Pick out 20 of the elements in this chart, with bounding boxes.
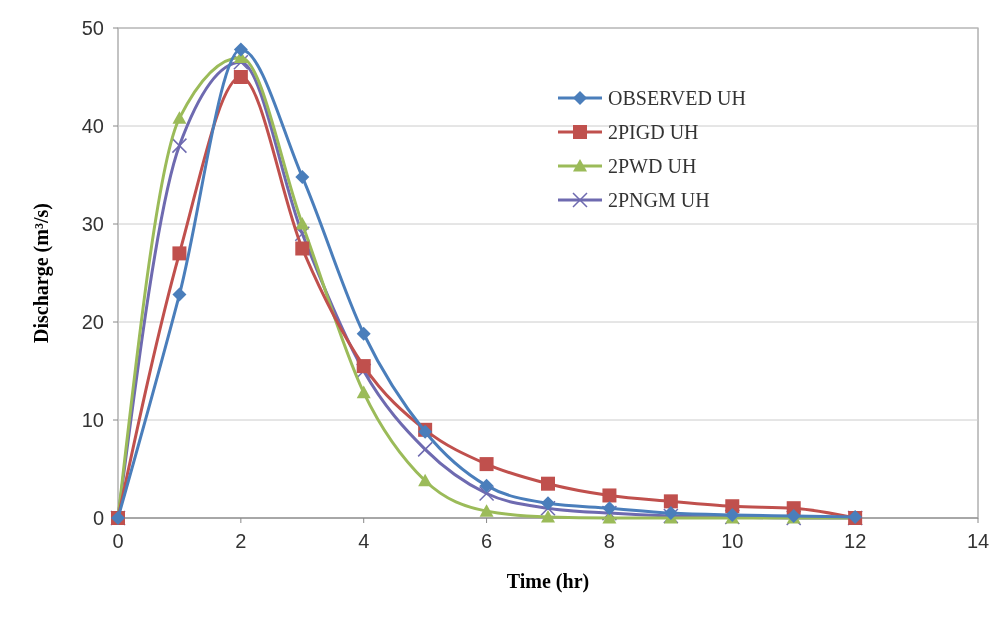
legend-label: 2PNGM UH — [608, 189, 710, 211]
legend-label: OBSERVED UH — [608, 87, 746, 109]
x-tick-label: 12 — [844, 530, 867, 552]
y-tick-label: 30 — [81, 213, 104, 235]
y-axis-title: Discharge (m³/s) — [30, 203, 53, 343]
x-axis-title: Time (hr) — [506, 570, 590, 593]
x-tick-label: 10 — [721, 530, 744, 552]
y-tick-label: 50 — [81, 17, 104, 39]
y-tick-label: 10 — [81, 409, 104, 431]
y-tick-label: 40 — [81, 115, 104, 137]
x-tick-label: 14 — [966, 530, 990, 552]
x-tick-label: 6 — [481, 530, 493, 552]
x-tick-label: 2 — [235, 530, 247, 552]
legend-label: 2PWD UH — [608, 155, 697, 177]
y-tick-label: 20 — [81, 311, 104, 333]
legend-label: 2PIGD UH — [608, 121, 699, 143]
x-tick-label: 8 — [603, 530, 615, 552]
y-tick-label: 0 — [92, 507, 104, 529]
x-tick-label: 4 — [358, 530, 370, 552]
x-tick-label: 0 — [112, 530, 124, 552]
